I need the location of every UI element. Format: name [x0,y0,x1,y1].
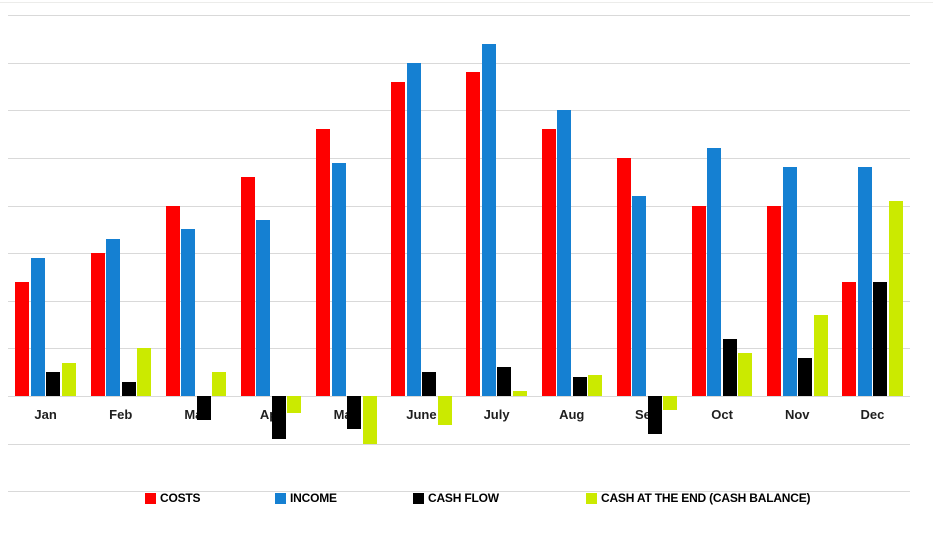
legend-item-costs: COSTS [145,491,201,505]
bar-income-dec [857,167,872,396]
x-axis-label-feb: Feb [109,407,133,422]
bar-income-mar [181,229,196,396]
x-axis-label-nov: Nov [784,407,810,422]
bar-cash-june [422,372,437,396]
bar-cash-oct [722,338,737,397]
bar-cash-feb [121,381,136,396]
x-axis-label-oct: Oct [711,407,733,422]
bar-cash-apr [287,396,302,413]
bar-cash-june [437,396,452,425]
gridline [8,110,910,111]
bar-income-sep [632,196,647,396]
bar-cash-may [347,396,361,430]
bar-costs-jan [15,281,30,396]
bar-cash-sep [647,396,662,435]
bar-cash-july [512,391,527,396]
bar-costs-oct [691,205,706,396]
bar-cash-jan [61,362,76,396]
bar-cash-mar [196,396,211,420]
legend-item-cash-balance: CASH AT THE END (CASH BALANCE) [586,491,811,505]
bar-cash-apr [271,396,286,439]
bar-costs-mar [165,205,180,396]
gridline [8,491,910,492]
bar-income-may [331,162,346,396]
bar-costs-dec [842,281,857,396]
bar-costs-aug [541,129,556,396]
bar-income-july [481,43,496,396]
x-axis-label-june: June [406,407,437,422]
bar-income-aug [557,110,571,397]
bar-cash-aug [572,376,587,396]
bar-costs-sep [616,157,631,396]
bar-cash-dec [873,281,888,396]
bar-cash-july [497,367,512,396]
legend-label-costs: COSTS [160,491,201,505]
bar-income-feb [106,238,120,396]
bar-income-apr [256,219,271,396]
gridline [8,15,910,16]
bar-costs-feb [90,253,105,396]
x-axis-label-dec: Dec [860,407,885,422]
gridline [8,396,910,397]
gridline [8,444,910,445]
bar-costs-nov [767,205,781,396]
legend-swatch-cash-flow [413,492,424,504]
bar-income-june [406,62,421,396]
legend-label-cash-flow: CASH FLOW [428,491,499,505]
legend-item-cash-flow: CASH FLOW [413,491,499,505]
gridline [8,348,910,349]
legend: COSTS INCOME CASH FLOW CASH AT THE END (… [0,491,933,511]
bar-costs-june [391,81,406,396]
chart-top-border [0,2,933,3]
gridline [8,158,910,159]
legend-item-income: INCOME [275,491,337,505]
bar-cash-feb [137,348,151,396]
x-axis-label-jan: Jan [34,407,57,422]
bar-cash-nov [813,315,828,396]
legend-swatch-cash-balance [586,492,597,504]
bar-cash-sep [663,396,678,411]
gridline [8,301,910,302]
legend-label-income: INCOME [290,491,337,505]
legend-swatch-income [275,492,286,504]
bar-income-oct [707,148,722,396]
bar-costs-may [316,129,330,396]
gridline [8,63,910,64]
legend-swatch-costs [145,492,156,504]
gridline [8,206,910,207]
bar-income-nov [782,167,797,396]
bar-cash-nov [798,357,812,396]
bar-cash-dec [888,200,903,396]
gridline [8,253,910,254]
bar-cash-may [362,396,377,444]
bar-cash-aug [588,374,602,396]
bar-cash-mar [212,372,227,396]
bar-costs-apr [240,176,255,396]
x-axis-label-july: July [483,407,510,422]
bar-cash-oct [738,353,753,396]
bar-costs-july [466,72,481,396]
bar-income-jan [30,257,45,396]
legend-label-cash-balance: CASH AT THE END (CASH BALANCE) [601,491,811,505]
x-axis-label-aug: Aug [559,407,585,422]
bar-cash-jan [46,372,61,396]
